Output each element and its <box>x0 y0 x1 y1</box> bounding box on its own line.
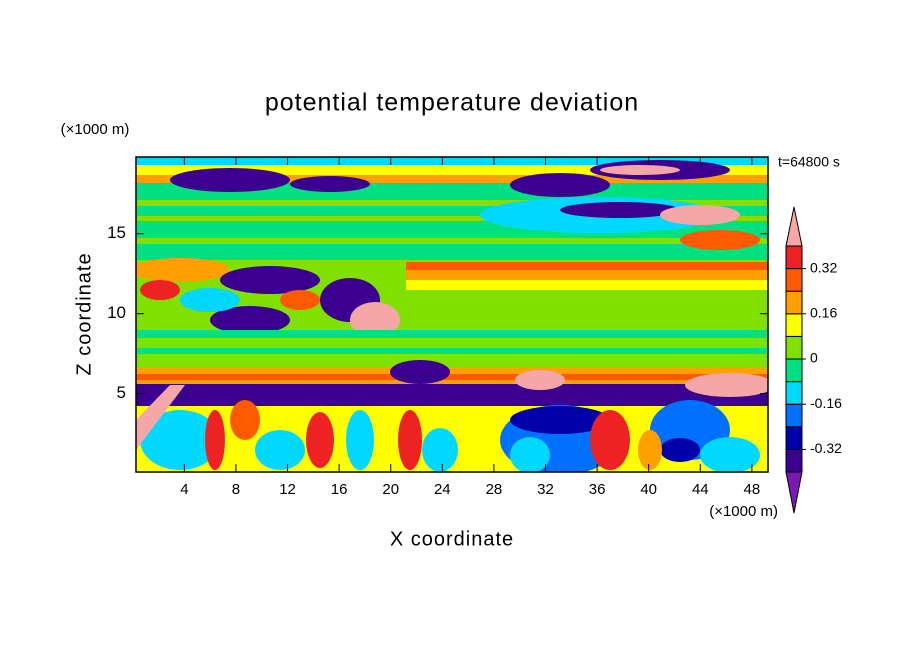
field-patch <box>136 216 768 221</box>
field-patch <box>205 410 225 470</box>
x-axis-label: X coordinate <box>390 528 514 550</box>
colorbar-box <box>785 335 803 360</box>
y-tick-label: 5 <box>117 383 126 402</box>
field-patch <box>136 258 230 282</box>
field-patch <box>400 280 768 290</box>
x-tick-label: 32 <box>537 481 554 498</box>
x-tick-label: 8 <box>232 481 240 498</box>
colorbar-extend <box>785 471 803 514</box>
field-patch <box>136 238 768 244</box>
field-patch <box>306 412 334 468</box>
field-patch <box>660 438 700 462</box>
colorbar-tick-label: 0.32 <box>810 259 837 275</box>
y-axis-label: Z coordinate <box>73 252 95 375</box>
colorbar-box <box>785 358 803 383</box>
field-patch <box>398 410 422 470</box>
chart-title: potential temperature deviation <box>265 89 639 117</box>
field-patch <box>170 168 290 192</box>
x-tick-label: 36 <box>589 481 606 498</box>
x-tick-label: 44 <box>692 481 709 498</box>
x-tick-label: 28 <box>486 481 503 498</box>
x-tick-label: 16 <box>331 481 348 498</box>
colorbar-box <box>785 290 803 315</box>
colorbar-box <box>785 245 803 270</box>
field-patch <box>290 176 370 192</box>
colorbar-tick-label: -0.32 <box>810 440 842 456</box>
colorbar-box <box>785 268 803 292</box>
colorbar-tick-label: 0.16 <box>810 305 837 321</box>
field-patch <box>422 428 458 472</box>
field-patch <box>280 290 320 310</box>
field-patch <box>136 348 768 354</box>
x-tick-label: 4 <box>180 481 188 498</box>
x-tick-label: 12 <box>279 481 296 498</box>
field-patch <box>136 157 768 165</box>
field-patch <box>140 410 220 470</box>
field-patch <box>140 280 180 300</box>
y-tick-label: 15 <box>107 223 126 242</box>
colorbar-box <box>785 381 803 405</box>
field-patch <box>255 430 305 470</box>
field-patch <box>510 406 610 434</box>
field-patch <box>638 430 662 470</box>
field-patch <box>136 368 768 374</box>
field-patch <box>136 165 768 175</box>
x-tick-label: 24 <box>434 481 451 498</box>
colorbar-extend <box>785 206 803 247</box>
field-patch <box>136 385 185 450</box>
field-patch <box>590 410 630 470</box>
field-patch <box>390 360 450 384</box>
field-patch <box>400 270 768 280</box>
x-tick-label: 20 <box>382 481 399 498</box>
field-patch <box>220 266 320 294</box>
time-label: t=64800 s <box>778 154 840 170</box>
plot-frame <box>135 156 769 473</box>
field-patch <box>136 384 768 406</box>
x-tick-label: 48 <box>744 481 761 498</box>
field-patch <box>660 205 740 225</box>
field-patch <box>680 230 760 250</box>
y-unit: (×1000 m) <box>61 121 130 138</box>
field-patch <box>560 202 680 218</box>
x-tick-label: 40 <box>640 481 657 498</box>
field-patch <box>136 380 768 384</box>
field-patch <box>510 173 610 197</box>
field-patch <box>136 330 768 338</box>
colorbar-box <box>785 426 803 450</box>
field-patch <box>685 373 768 397</box>
field-patch <box>346 410 374 470</box>
field-patch <box>510 437 550 472</box>
field-patch <box>700 437 760 472</box>
x-unit: (×1000 m) <box>709 503 778 520</box>
field-patch <box>136 374 768 380</box>
field-patch <box>180 288 240 312</box>
colorbar-tick-label: -0.16 <box>810 395 842 411</box>
colorbar-box <box>785 313 803 337</box>
contour-field <box>136 157 768 472</box>
y-tick-label: 10 <box>107 303 126 322</box>
field-patch <box>350 302 400 338</box>
field-patch <box>230 400 260 440</box>
colorbar-box <box>785 403 803 428</box>
colorbar-box <box>785 448 803 473</box>
field-patch <box>136 200 768 206</box>
field-patch <box>515 370 565 390</box>
field-patch <box>136 175 768 183</box>
field-patch <box>210 306 290 334</box>
field-patch <box>400 262 768 270</box>
field-patch <box>600 165 680 175</box>
colorbar-tick-label: 0 <box>810 350 818 366</box>
